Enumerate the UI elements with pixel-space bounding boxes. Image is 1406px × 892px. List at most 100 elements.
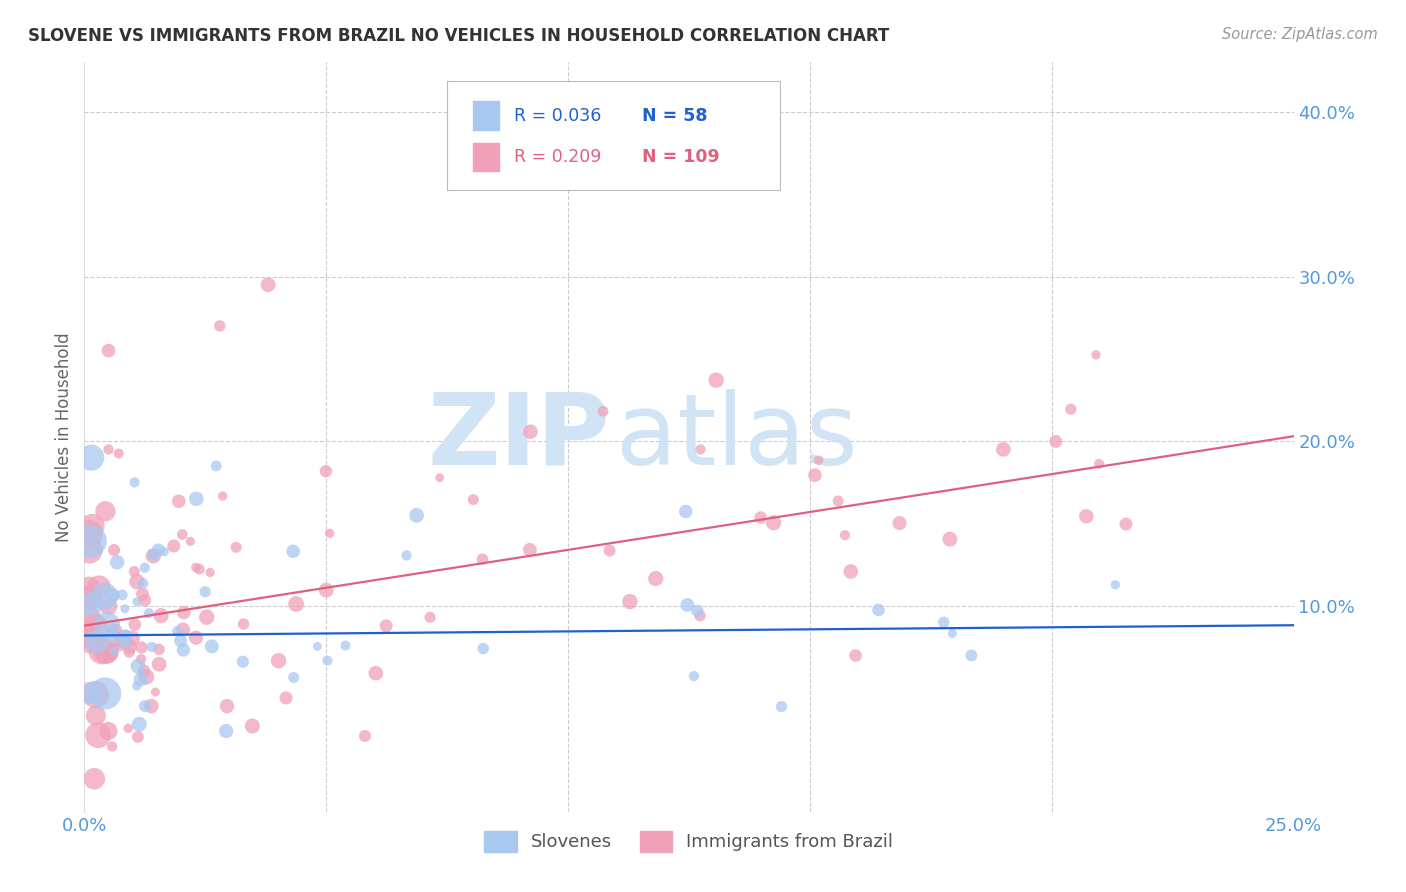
Point — [128, 717, 150, 731]
Point — [1076, 509, 1098, 524]
Point — [316, 654, 339, 668]
Point — [132, 576, 155, 591]
Point — [97, 724, 120, 739]
Point — [96, 646, 118, 660]
Point — [429, 471, 451, 485]
Point — [173, 606, 195, 620]
Point — [118, 645, 141, 659]
Point — [135, 670, 157, 684]
Point — [1104, 578, 1126, 592]
Point — [89, 580, 111, 594]
Point — [125, 574, 148, 589]
Point — [115, 628, 138, 642]
Point — [215, 699, 238, 714]
Point — [111, 588, 134, 602]
Point — [889, 516, 911, 530]
Point — [79, 534, 101, 549]
Point — [395, 549, 418, 563]
Point — [77, 526, 100, 541]
Point — [97, 599, 120, 613]
Point — [354, 729, 377, 743]
Point — [419, 610, 441, 624]
Point — [142, 548, 165, 562]
Point — [121, 632, 143, 646]
Point — [94, 644, 117, 658]
Point — [129, 652, 152, 666]
Point — [148, 657, 170, 672]
Point — [839, 565, 862, 579]
Point — [124, 475, 146, 490]
Point — [519, 542, 541, 557]
Point — [689, 608, 711, 623]
Point — [1060, 402, 1083, 417]
Point — [80, 450, 103, 465]
Point — [285, 597, 308, 611]
Point — [84, 708, 107, 723]
Point — [307, 640, 329, 654]
Point — [108, 640, 131, 654]
Text: atlas: atlas — [616, 389, 858, 485]
Point — [315, 464, 337, 478]
Point — [96, 618, 118, 632]
FancyBboxPatch shape — [447, 81, 780, 190]
Point — [194, 584, 217, 599]
Point — [1115, 517, 1137, 532]
Bar — [472, 102, 499, 130]
Point — [463, 492, 485, 507]
Point — [87, 728, 110, 742]
Point — [117, 721, 139, 735]
Point — [100, 629, 122, 643]
Point — [141, 640, 163, 654]
Point — [150, 608, 173, 623]
Point — [125, 595, 148, 609]
Point — [131, 587, 153, 601]
Point — [84, 620, 107, 634]
Point — [101, 588, 124, 602]
Point — [142, 549, 165, 563]
Point — [240, 719, 263, 733]
Point — [112, 634, 135, 648]
Point — [134, 560, 156, 574]
Point — [129, 672, 152, 686]
Point — [105, 555, 128, 569]
Point — [686, 604, 709, 618]
Point — [762, 516, 785, 530]
Point — [201, 640, 224, 654]
Point — [1088, 457, 1111, 471]
Point — [225, 541, 247, 555]
Point — [169, 633, 191, 648]
Point — [82, 519, 104, 533]
Point — [94, 686, 117, 700]
Text: ZIP: ZIP — [427, 389, 610, 485]
Point — [118, 640, 141, 654]
Point — [205, 458, 228, 473]
Point — [97, 442, 120, 457]
Point — [939, 532, 962, 546]
Point — [195, 610, 218, 624]
Point — [127, 730, 149, 744]
Point — [79, 589, 101, 603]
Point — [186, 491, 208, 506]
Point — [619, 594, 641, 608]
Point — [198, 566, 221, 580]
Text: N = 58: N = 58 — [641, 107, 707, 125]
Point — [993, 442, 1015, 457]
Text: Source: ZipAtlas.com: Source: ZipAtlas.com — [1222, 27, 1378, 42]
Point — [807, 453, 830, 467]
Point — [84, 687, 107, 701]
Point — [375, 619, 398, 633]
Point — [364, 666, 387, 681]
Text: N = 109: N = 109 — [641, 148, 720, 166]
Point — [91, 644, 114, 658]
Point — [107, 446, 129, 460]
Point — [108, 633, 131, 648]
Point — [94, 504, 117, 518]
Point — [335, 639, 357, 653]
Point — [827, 494, 849, 508]
Point — [172, 527, 194, 541]
Point — [134, 593, 156, 607]
Point — [689, 442, 711, 457]
Point — [770, 699, 793, 714]
Point — [274, 690, 297, 705]
Point — [232, 655, 254, 669]
